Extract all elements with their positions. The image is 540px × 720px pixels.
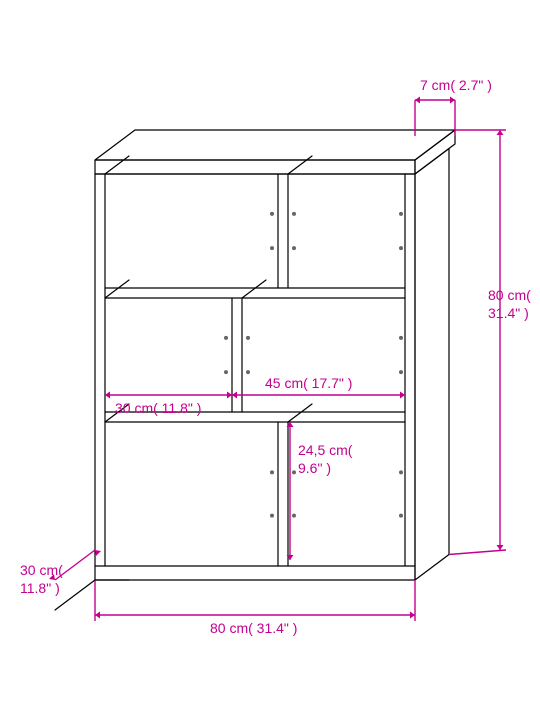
arrowhead <box>232 392 237 399</box>
right-side-panel <box>415 149 449 581</box>
peg-hole <box>399 212 403 216</box>
top-front-edge <box>95 160 415 174</box>
peg-hole <box>292 246 296 250</box>
arrowhead <box>105 392 110 399</box>
top-face <box>95 130 455 160</box>
arrowhead <box>227 392 232 399</box>
peg-hole <box>399 470 403 474</box>
peg-hole <box>224 370 228 374</box>
label-height-2: 31.4" ) <box>488 305 529 321</box>
label-comp-h-1: 24,5 cm( <box>298 442 353 458</box>
arrowhead <box>95 550 101 556</box>
label-height-1: 80 cm( <box>488 287 531 303</box>
arrowhead <box>497 545 504 550</box>
peg-hole <box>270 246 274 250</box>
peg-hole <box>292 470 296 474</box>
peg-hole <box>292 212 296 216</box>
peg-hole <box>246 336 250 340</box>
peg-hole <box>292 514 296 518</box>
front-outline <box>95 174 415 580</box>
peg-hole <box>270 514 274 518</box>
depth-line <box>288 156 312 174</box>
label-depth-1: 30 cm( <box>20 562 63 578</box>
arrowhead <box>497 130 504 135</box>
label-width-bottom: 80 cm( 31.4" ) <box>210 620 297 636</box>
arrowhead <box>400 392 405 399</box>
depth-line <box>242 280 266 298</box>
arrowhead <box>450 97 455 104</box>
peg-hole <box>399 336 403 340</box>
arrowhead <box>415 97 420 104</box>
peg-hole <box>246 370 250 374</box>
depth-line <box>105 156 129 174</box>
label-comp-h-2: 9.6" ) <box>298 460 331 476</box>
depth-line <box>105 280 129 298</box>
label-depth-2: 11.8" ) <box>20 580 60 596</box>
peg-hole <box>399 246 403 250</box>
peg-hole <box>399 370 403 374</box>
label-large-w: 45 cm( 17.7" ) <box>265 375 352 391</box>
label-small-w: 30 cm( 11.8" ) <box>115 400 201 416</box>
arrowhead <box>95 612 100 619</box>
depth-line <box>288 404 312 422</box>
arrowhead <box>410 612 415 619</box>
peg-hole <box>399 514 403 518</box>
base-left-iso <box>55 580 95 610</box>
peg-hole <box>224 336 228 340</box>
peg-hole <box>270 470 274 474</box>
peg-hole <box>270 212 274 216</box>
ext <box>449 550 506 555</box>
label-top-overhang: 7 cm( 2.7" ) <box>420 77 492 93</box>
